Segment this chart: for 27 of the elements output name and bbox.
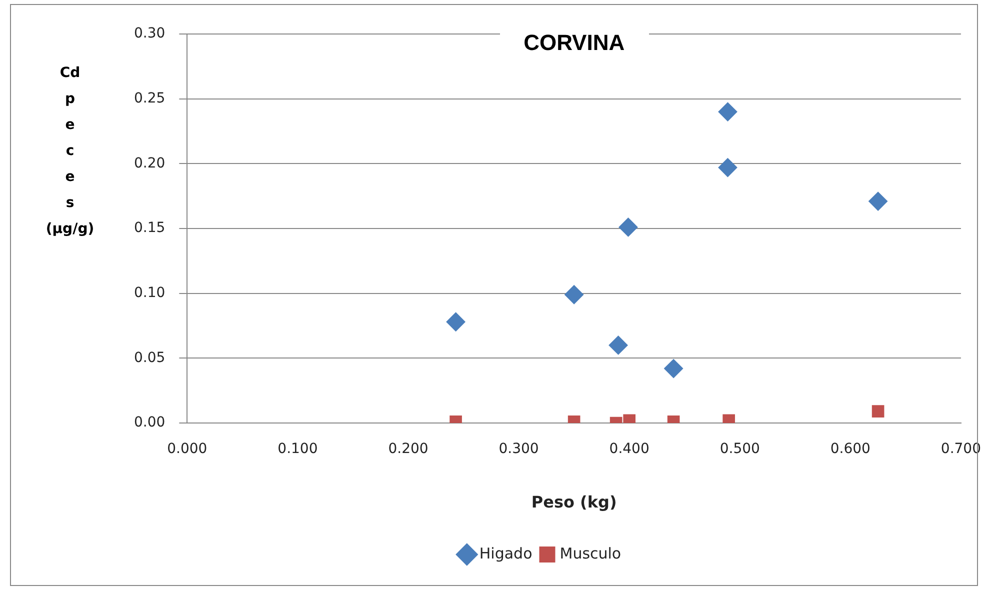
x-tick-label: 0.200: [388, 441, 428, 458]
x-tick-label: 0.300: [498, 441, 539, 458]
x-tick-label: 0.400: [609, 441, 650, 458]
y-tick-label: 0.20: [134, 155, 166, 172]
point: [608, 336, 628, 355]
x-axis-title: Peso (kg): [531, 492, 617, 512]
chart-title: CORVINA: [500, 26, 649, 60]
legend-label: Higado: [479, 544, 532, 562]
y-tick-label: 0.30: [134, 26, 166, 42]
y-tick-label: 0.10: [134, 284, 166, 301]
x-tick-label: 0.500: [720, 441, 760, 458]
point: [446, 312, 466, 332]
y-axis-title: Cd peces (µg/g): [44, 64, 96, 239]
point: [868, 192, 888, 211]
x-tick-label: 0.700: [940, 441, 982, 458]
x-tick-label: 0.600: [830, 441, 870, 458]
point: [718, 158, 738, 178]
point: [618, 218, 638, 237]
y-tick-label: 0.00: [134, 414, 166, 431]
x-tick-label: 0.000: [167, 441, 208, 458]
y-tick-label: 0.25: [134, 90, 166, 106]
point: [564, 285, 584, 304]
y-tick-label: 0.15: [134, 220, 166, 236]
x-tick-label: 0.100: [278, 441, 318, 458]
y-tick-label: 0.05: [134, 350, 166, 366]
point: [718, 102, 738, 122]
legend-label: Musculo: [560, 544, 622, 562]
